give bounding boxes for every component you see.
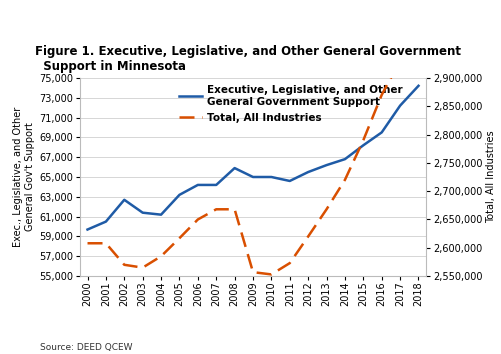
- Y-axis label: Total, All Industries: Total, All Industries: [486, 131, 496, 223]
- Legend: Executive, Legislative, and Other
General Government Support, Total, All Industr: Executive, Legislative, and Other Genera…: [179, 85, 402, 123]
- Text: Source: DEED QCEW: Source: DEED QCEW: [40, 343, 133, 352]
- Text: Figure 1. Executive, Legislative, and Other General Government
  Support in Minn: Figure 1. Executive, Legislative, and Ot…: [35, 45, 461, 73]
- Y-axis label: Exec., Legislative, and Other
General Gov't Support: Exec., Legislative, and Other General Go…: [14, 107, 35, 247]
